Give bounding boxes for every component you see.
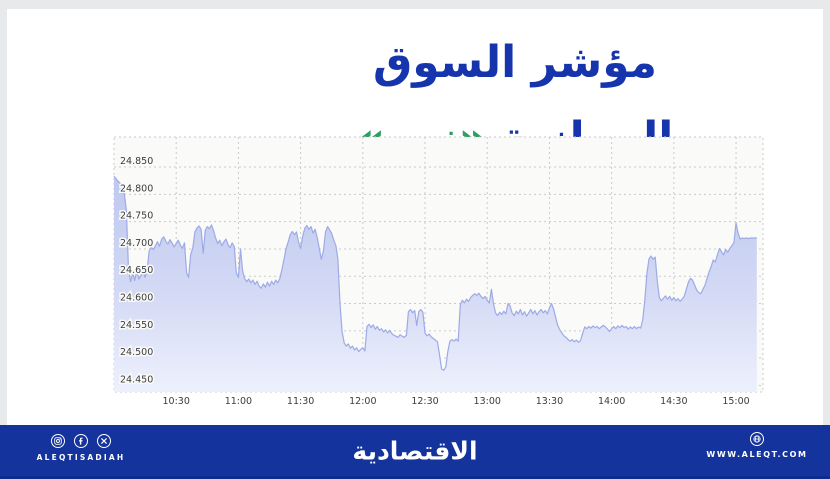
x-axis-tick-label: 15:00 [722, 396, 749, 407]
y-axis-tick-label: 24.450 [120, 374, 153, 385]
y-axis-tick-label: 24.800 [120, 183, 153, 194]
footer-social-block: ALEQTISADIAH [26, 434, 136, 462]
x-axis-tick-label: 10:30 [163, 396, 190, 407]
x-axis-tick-label: 12:30 [411, 396, 438, 407]
page-title: مؤشر السوق الموازية«نمو» [237, 25, 793, 164]
instagram-icon[interactable] [51, 434, 65, 448]
x-axis-tick-label: 13:30 [536, 396, 563, 407]
aleqtisadiah-logo: الاقتصادية [352, 436, 478, 466]
x-axis-tick-label: 13:00 [474, 396, 501, 407]
infographic-card: مؤشر السوق الموازية«نمو» 24.85024.80024.… [7, 9, 823, 425]
y-axis-tick-label: 24.500 [120, 347, 153, 358]
y-axis-tick-label: 24.750 [120, 211, 153, 222]
footer-bar: ALEQTISADIAH الاقتصادية WWW.ALEQT.COM [0, 425, 830, 479]
x-axis-tick-label: 14:00 [598, 396, 625, 407]
footer-website-block: WWW.ALEQT.COM [702, 432, 812, 459]
y-axis-tick-label: 24.650 [120, 265, 153, 276]
y-axis-tick-label: 24.600 [120, 293, 153, 304]
index-line [113, 175, 757, 371]
social-icons-row [51, 434, 111, 448]
facebook-icon[interactable] [74, 434, 88, 448]
globe-icon [750, 432, 764, 446]
x-axis-tick-label: 11:00 [225, 396, 252, 407]
website-url-text[interactable]: WWW.ALEQT.COM [706, 450, 808, 459]
y-axis-tick-label: 24.700 [120, 238, 153, 249]
x-axis-tick-label: 12:00 [349, 396, 376, 407]
index-area-chart: 24.850 24.800 24.750 24.700 24.650 24.600 24.5… [113, 136, 764, 407]
x-twitter-icon[interactable] [97, 434, 111, 448]
x-axis-tick-label: 11:30 [287, 396, 314, 407]
index-area-fill [114, 176, 757, 392]
x-axis-tick-label: 14:30 [660, 396, 687, 407]
y-axis-tick-label: 24.550 [120, 320, 153, 331]
brand-handle-text: ALEQTISADIAH [36, 453, 126, 462]
y-axis-tick-label: 24.850 [120, 156, 153, 167]
